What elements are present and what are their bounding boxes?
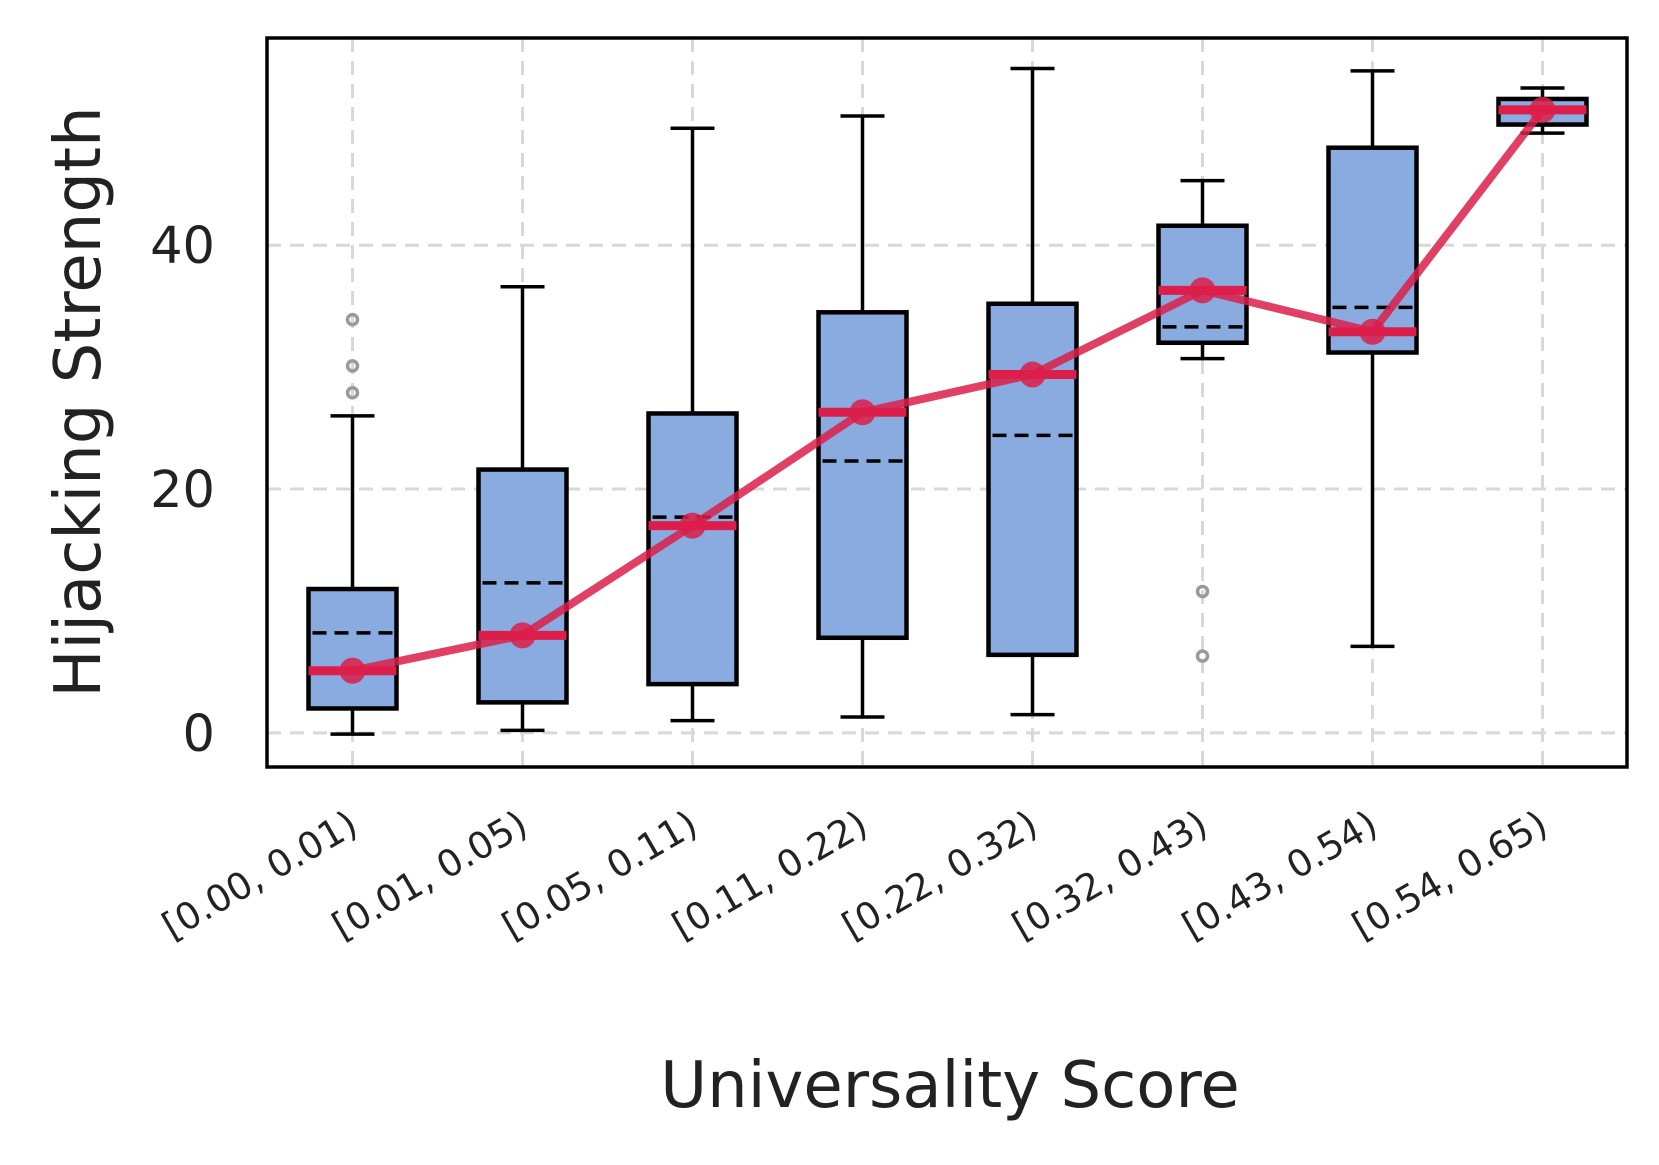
box-group	[1326, 69, 1419, 649]
box-group	[1156, 178, 1249, 663]
boxes-layer	[306, 66, 1589, 736]
median-trend-marker	[339, 657, 366, 684]
box-group	[306, 312, 399, 736]
x-tick-label: [0.54, 0.65)	[1345, 802, 1555, 948]
median-trend-marker	[1359, 318, 1386, 345]
x-axis-label: Universality Score	[660, 1049, 1239, 1123]
plot-frame	[265, 36, 1629, 769]
outlier-point	[345, 359, 360, 373]
median-trend-line	[351, 107, 1546, 675]
box-group	[816, 114, 909, 719]
box-iqr	[1326, 145, 1419, 355]
outlier-point	[1195, 584, 1210, 599]
y-tick-label: 20	[150, 461, 215, 520]
box-iqr	[816, 310, 909, 641]
box-iqr	[476, 467, 569, 705]
box-iqr	[306, 586, 399, 711]
median-trend-marker	[1529, 96, 1556, 123]
median-trend-marker	[509, 622, 536, 649]
y-tick-label: 40	[150, 217, 215, 276]
median-trend-marker	[1019, 361, 1046, 388]
y-axis-label: Hijacking Strength	[42, 106, 116, 697]
box-group	[646, 126, 739, 723]
median-line-layer	[339, 96, 1556, 684]
outlier-point	[1195, 649, 1210, 663]
median-trend-marker	[679, 512, 706, 539]
box-group	[476, 284, 569, 733]
y-tick-label: 0	[183, 705, 215, 764]
box-iqr	[1156, 223, 1249, 346]
box-group	[986, 66, 1079, 717]
median-trend-marker	[849, 399, 876, 426]
outlier-point	[345, 385, 360, 400]
outlier-point	[345, 312, 360, 327]
grid-layer	[267, 38, 1627, 767]
median-trend-marker	[1189, 277, 1216, 304]
